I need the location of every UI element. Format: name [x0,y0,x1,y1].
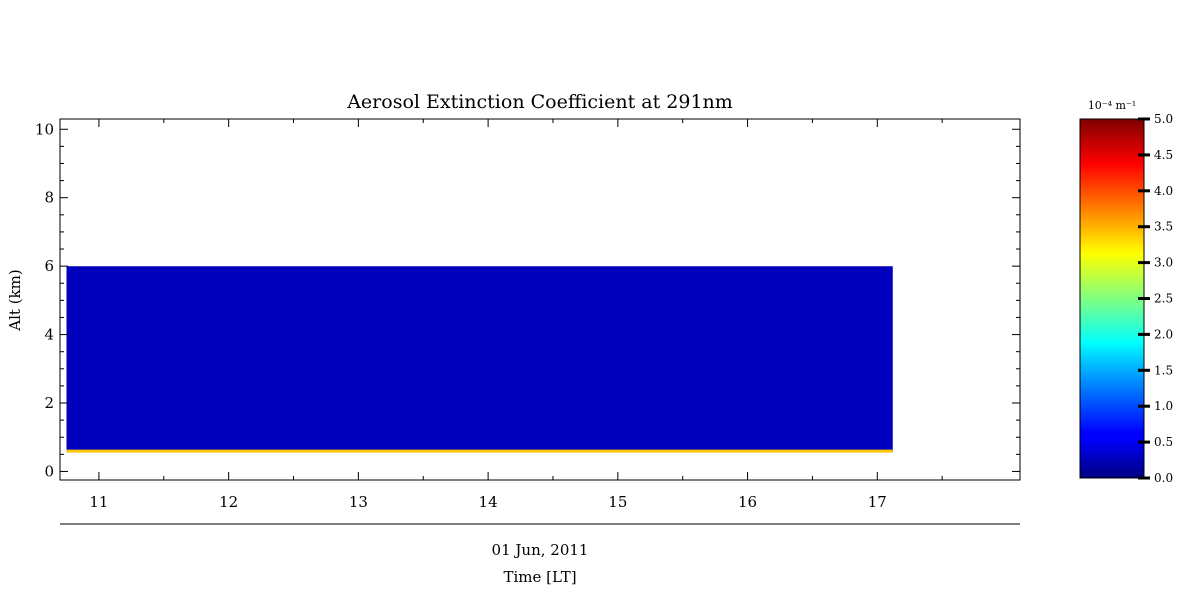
heatmap-area [66,266,893,453]
chart-title: Aerosol Extinction Coefficient at 291nm [346,91,733,113]
heatmap-background [66,266,893,453]
